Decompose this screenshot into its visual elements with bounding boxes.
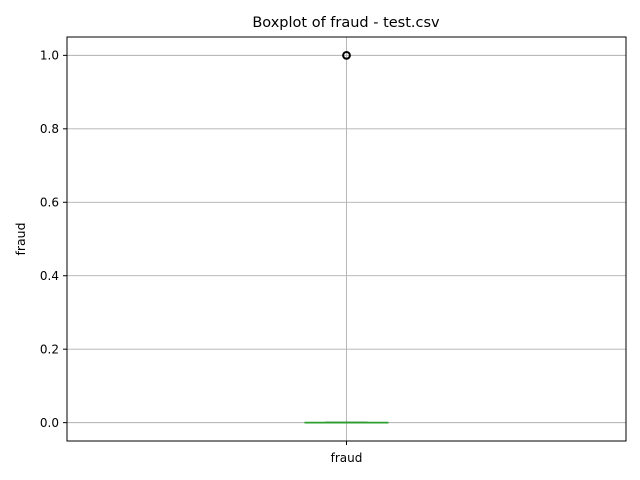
y-tick-label: 0.8 — [40, 122, 59, 136]
outlier-point — [342, 50, 351, 60]
y-axis-label: fraud — [13, 222, 28, 255]
y-tick-label: 1.0 — [40, 49, 59, 63]
plot-area: 0.0 0.2 0.4 0.6 0.8 1.0 fraud — [40, 36, 627, 465]
x-tick-label: fraud — [331, 451, 363, 465]
y-tick-label: 0.4 — [40, 269, 59, 283]
y-tick-label: 0.2 — [40, 342, 59, 356]
y-tick-label: 0.0 — [40, 416, 59, 430]
y-tick-label: 0.6 — [40, 196, 59, 210]
chart-title: Boxplot of fraud - test.csv — [252, 15, 440, 31]
